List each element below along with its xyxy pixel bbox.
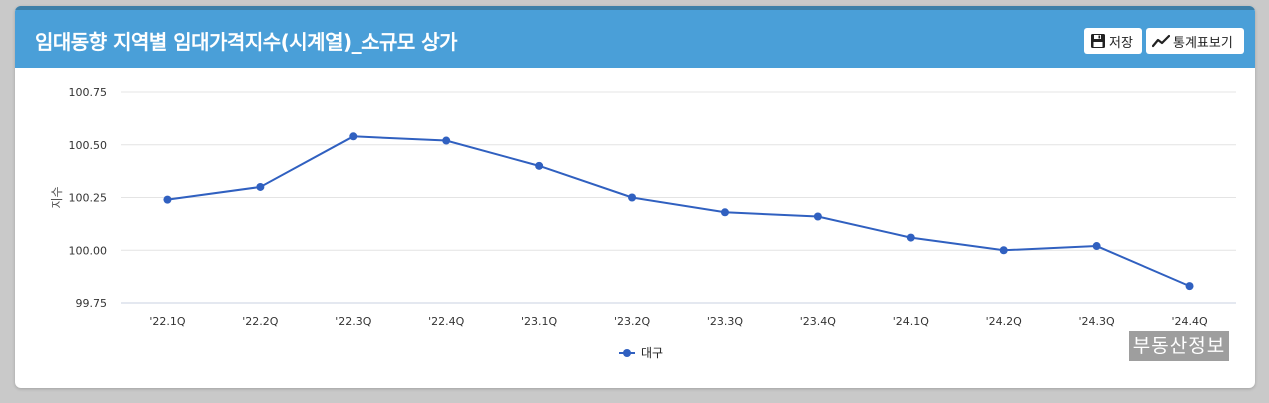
x-tick-label: '24.2Q <box>986 315 1023 328</box>
data-point <box>163 195 172 204</box>
x-tick-label: '23.3Q <box>707 315 744 328</box>
panel-header: 임대동향 지역별 임대가격지수(시계열)_소규모 상가 저장 통계표보기 <box>15 6 1255 68</box>
view-table-button[interactable]: 통계표보기 <box>1146 28 1244 54</box>
y-tick-label: 100.75 <box>69 86 108 99</box>
x-tick-label: '23.1Q <box>521 315 558 328</box>
x-tick-label: '24.1Q <box>893 315 930 328</box>
y-axis-label: 지수 <box>50 186 64 208</box>
data-point <box>442 136 451 145</box>
data-point <box>813 212 822 221</box>
data-point <box>999 246 1008 255</box>
y-tick-label: 99.75 <box>76 297 108 310</box>
x-tick-label: '22.1Q <box>149 315 186 328</box>
y-tick-label: 100.50 <box>69 139 108 152</box>
data-point <box>349 132 358 141</box>
legend-label: 대구 <box>641 346 663 360</box>
save-label: 저장 <box>1109 35 1133 51</box>
chart-area: 100.75 100.50 100.25 100.00 99.75 지수 '22.1Q '22… <box>15 68 1255 388</box>
view-table-label: 통계표보기 <box>1173 35 1233 51</box>
x-tick-label: '23.2Q <box>614 315 651 328</box>
y-tick-label: 100.00 <box>69 244 108 257</box>
x-tick-label: '22.4Q <box>428 315 465 328</box>
data-point <box>720 208 729 217</box>
save-button[interactable]: 저장 <box>1084 28 1142 54</box>
x-tick-label: '24.3Q <box>1079 315 1116 328</box>
page-title: 임대동향 지역별 임대가격지수(시계열)_소규모 상가 <box>35 30 458 54</box>
data-point <box>1185 282 1194 291</box>
legend-swatch-marker <box>623 349 631 357</box>
x-tick-label: '22.3Q <box>335 315 372 328</box>
chart-panel: 임대동향 지역별 임대가격지수(시계열)_소규모 상가 저장 통계표보기 <box>15 6 1255 388</box>
y-tick-label: 100.25 <box>69 192 108 205</box>
x-tick-label: '22.2Q <box>242 315 279 328</box>
data-point <box>256 182 265 191</box>
data-point <box>535 161 544 170</box>
floppy-disk-icon <box>1090 33 1106 49</box>
x-tick-label: '24.4Q <box>1171 315 1208 328</box>
line-chart: 100.75 100.50 100.25 100.00 99.75 지수 '22.1Q '22… <box>50 86 1236 360</box>
data-point <box>1092 242 1101 251</box>
watermark: 부동산정보 <box>1129 331 1229 361</box>
data-point <box>628 193 637 202</box>
series-line <box>167 135 1190 288</box>
x-tick-label: '23.4Q <box>800 315 837 328</box>
trend-line-icon <box>1152 34 1170 48</box>
data-point <box>906 233 915 242</box>
